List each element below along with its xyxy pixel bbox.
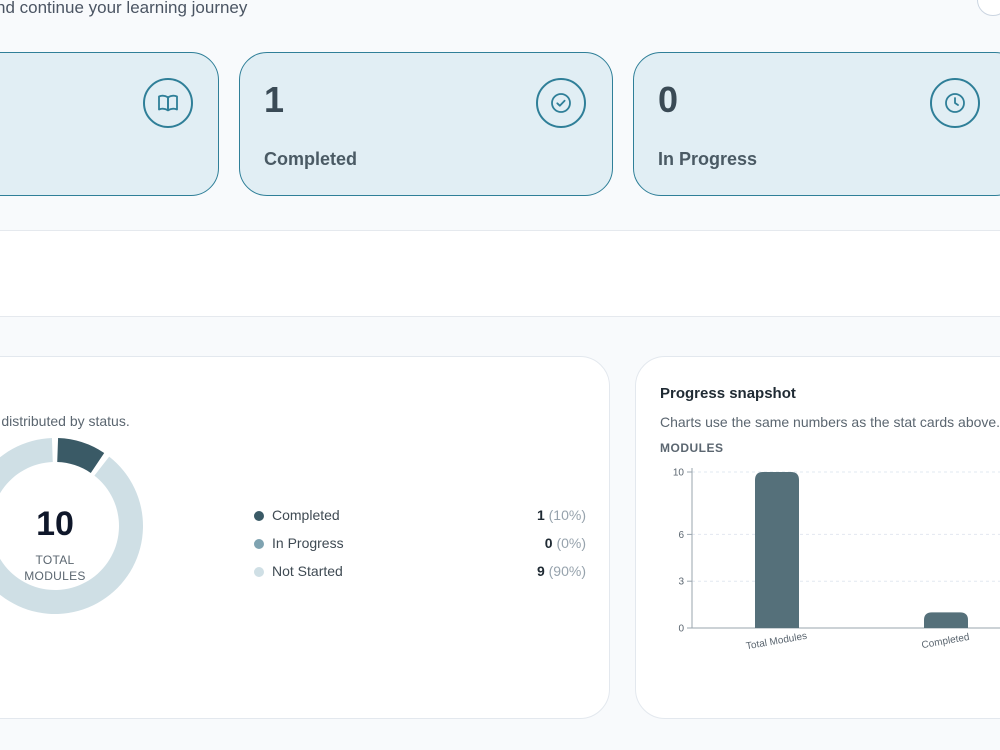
page-subtitle: nd continue your learning journey bbox=[0, 0, 248, 17]
donut-center-value: 10 bbox=[36, 505, 74, 543]
y-tick-label: 0 bbox=[678, 624, 684, 635]
section-divider bbox=[0, 230, 1000, 317]
completed-label: Completed bbox=[264, 149, 358, 169]
x-tick-label: Total Modules bbox=[745, 631, 808, 653]
legend-row-in-progress: In Progress 0 (0%) bbox=[254, 534, 586, 554]
legend-value: 0 (0%) bbox=[544, 535, 586, 551]
stat-card-total bbox=[0, 52, 219, 196]
legend-label: Completed bbox=[272, 507, 340, 523]
y-tick-label: 3 bbox=[678, 577, 684, 588]
y-tick-label: 10 bbox=[673, 468, 685, 479]
legend-dot bbox=[254, 567, 264, 577]
donut-slice-not-started bbox=[0, 438, 143, 614]
legend-row-not-started: Not Started 9 (90%) bbox=[254, 562, 586, 582]
progress-snapshot-panel: Progress snapshot Charts use the same nu… bbox=[635, 356, 1000, 719]
legend-dot bbox=[254, 511, 264, 521]
legend-value: 9 (90%) bbox=[536, 563, 586, 579]
in-progress-count: 0 bbox=[658, 79, 679, 120]
in-progress-label: In Progress bbox=[658, 149, 758, 169]
status-distribution-panel: re distributed by status. 10 TOTAL MODUL… bbox=[0, 356, 610, 719]
snapshot-title: Progress snapshot bbox=[660, 385, 796, 402]
y-axis-title: MODULES bbox=[660, 441, 724, 455]
stat-card-in-progress: 0 In Progress bbox=[633, 52, 1000, 196]
donut-center-label-line2: MODULES bbox=[24, 569, 86, 583]
clock-icon bbox=[930, 78, 980, 128]
legend-row-completed: Completed 1 (10%) bbox=[254, 506, 586, 526]
book-open-icon bbox=[143, 78, 193, 128]
status-donut-chart bbox=[0, 438, 143, 614]
legend-label: Not Started bbox=[272, 563, 343, 579]
snapshot-description: Charts use the same numbers as the stat … bbox=[660, 414, 1000, 430]
completed-count: 1 bbox=[264, 79, 285, 120]
stat-card-completed: 1 Completed bbox=[239, 52, 613, 196]
x-tick-label: Completed bbox=[921, 632, 971, 651]
check-circle-icon bbox=[536, 78, 586, 128]
close-button[interactable] bbox=[977, 0, 1000, 16]
bar-total-modules bbox=[755, 472, 799, 628]
legend-label: In Progress bbox=[272, 535, 344, 551]
bar-completed bbox=[924, 612, 968, 628]
legend-value: 1 (10%) bbox=[536, 507, 586, 523]
donut-slice-completed bbox=[57, 438, 105, 473]
status-panel-description: re distributed by status. bbox=[0, 413, 130, 429]
legend-dot bbox=[254, 539, 264, 549]
y-tick-label: 6 bbox=[678, 530, 684, 541]
donut-center-label-line1: TOTAL bbox=[35, 553, 75, 567]
progress-bar-chart: 0 3 6 10 Total Modules Completed bbox=[673, 468, 1000, 653]
